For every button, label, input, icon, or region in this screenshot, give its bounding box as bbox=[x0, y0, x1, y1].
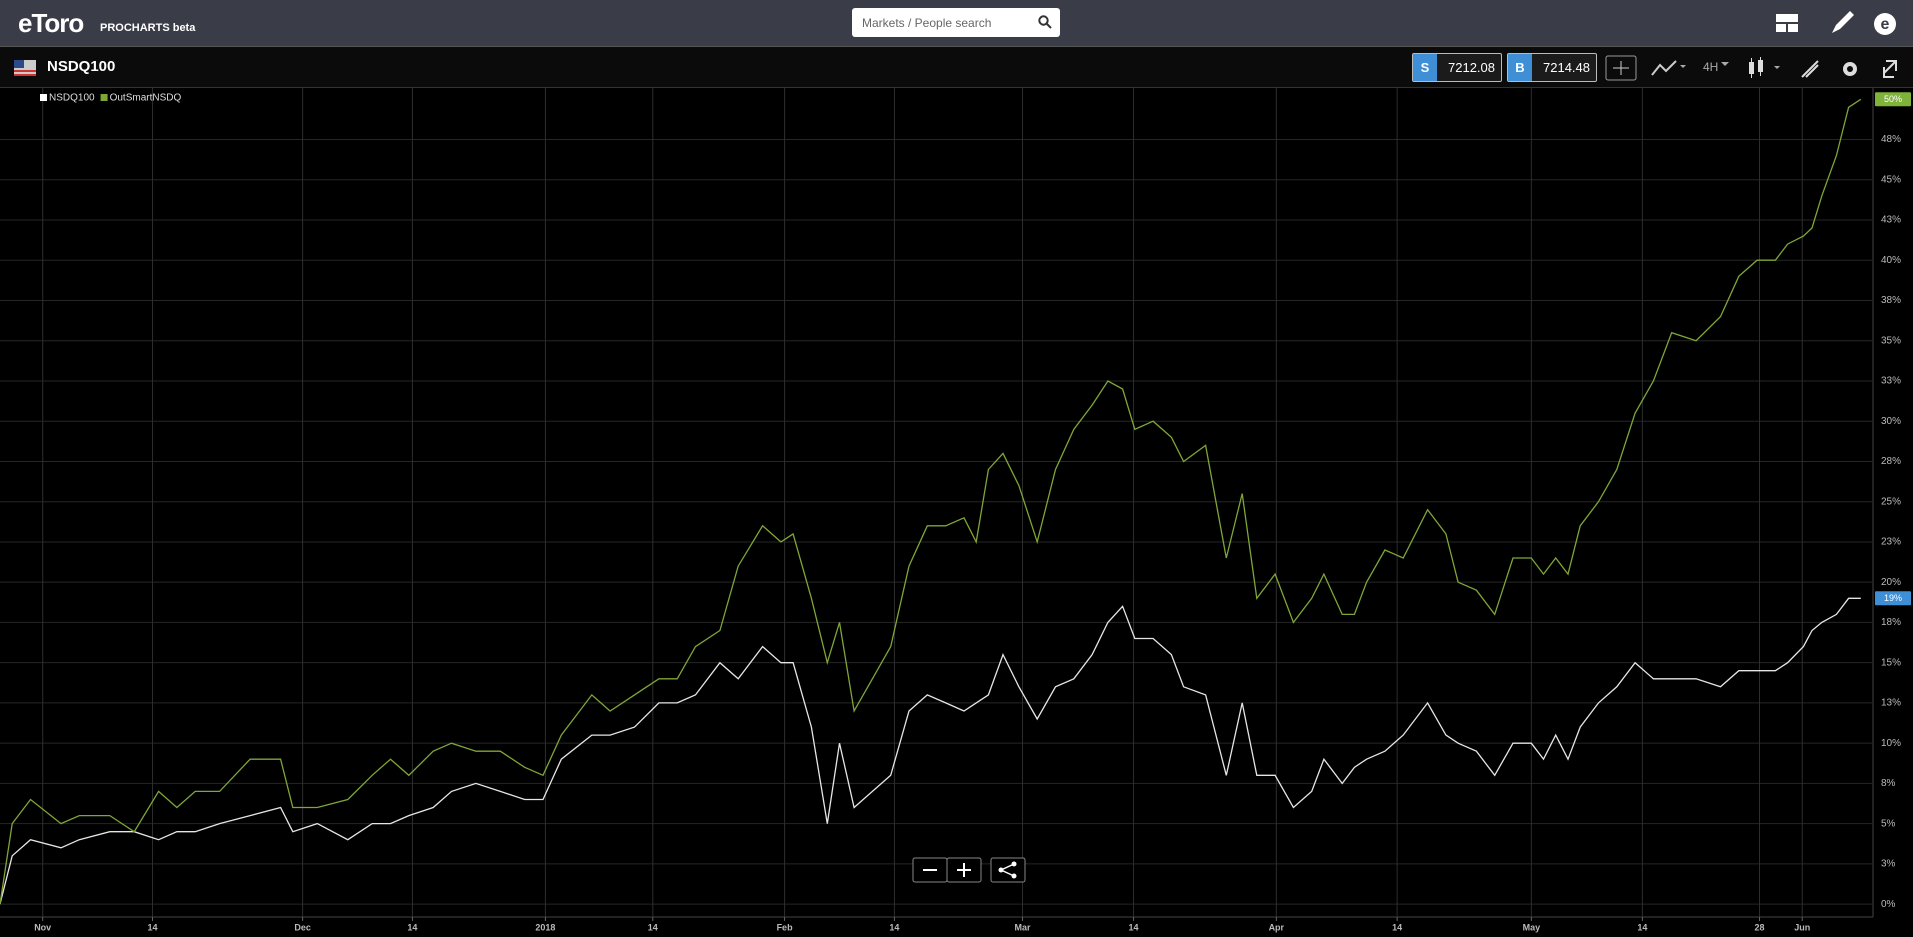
y-tick-label: 18% bbox=[1881, 617, 1901, 628]
x-tick-label: 28 bbox=[1755, 922, 1765, 932]
legend-label: NSDQ100 bbox=[49, 93, 95, 104]
y-tick-label: 20% bbox=[1881, 577, 1901, 588]
x-tick-label: May bbox=[1523, 922, 1541, 932]
y-tick-label: 40% bbox=[1881, 255, 1901, 266]
buy-price: 7214.48 bbox=[1543, 60, 1590, 75]
y-tick-label: 30% bbox=[1881, 416, 1901, 427]
top-icons[interactable]: e bbox=[1770, 11, 1900, 37]
x-tick-label: 14 bbox=[648, 922, 658, 932]
y-tick-label: 0% bbox=[1881, 899, 1896, 910]
legend-label: OutSmartNSDQ bbox=[110, 93, 182, 104]
last-value-badge bbox=[1875, 92, 1911, 107]
y-tick-label: 35% bbox=[1881, 335, 1901, 346]
y-tick-label: 8% bbox=[1881, 778, 1896, 789]
timeframe[interactable]: 4H bbox=[1703, 60, 1719, 74]
x-tick-label: 14 bbox=[1129, 922, 1139, 932]
product-name: PROCHARTS beta bbox=[100, 22, 196, 34]
logo[interactable]: eToro bbox=[18, 8, 84, 38]
share[interactable] bbox=[990, 857, 1026, 883]
zoom-controls[interactable] bbox=[912, 857, 1026, 883]
y-tick-label: 10% bbox=[1881, 738, 1901, 749]
buy-button[interactable]: B 7214.48 bbox=[1507, 53, 1597, 82]
x-tick-label: Nov bbox=[34, 922, 51, 932]
chart-background bbox=[0, 88, 1913, 937]
y-tick-label: 23% bbox=[1881, 537, 1901, 548]
sell-label: S bbox=[1413, 54, 1437, 81]
last-value-badge bbox=[1875, 591, 1911, 606]
tool-icons[interactable] bbox=[1800, 57, 1910, 81]
y-tick-label: 28% bbox=[1881, 456, 1901, 467]
legend-swatch bbox=[40, 94, 47, 101]
y-tick-label: 15% bbox=[1881, 657, 1901, 668]
sell-price: 7212.08 bbox=[1448, 60, 1495, 75]
search-icon bbox=[1038, 15, 1052, 29]
y-tick-label: 5% bbox=[1881, 818, 1896, 829]
x-tick-label: 14 bbox=[889, 922, 899, 932]
last-value-label: 50% bbox=[1884, 94, 1902, 104]
crosshair-button[interactable] bbox=[1605, 55, 1637, 81]
x-tick-label: 14 bbox=[1637, 922, 1647, 932]
chart: 0% 3% 5% 8% 10% 13% 15% 18% 20% 23% 25% 28% 30% 33% 35… bbox=[0, 88, 1913, 937]
x-tick-label: Dec bbox=[294, 922, 311, 932]
tool-bar: NSDQ100 S 7212.08 B 7214.48 4H bbox=[0, 47, 1913, 88]
chart-type-button[interactable] bbox=[1650, 57, 1690, 79]
y-tick-label: 25% bbox=[1881, 496, 1901, 507]
y-tick-label: 3% bbox=[1881, 859, 1896, 870]
x-tick-label: 14 bbox=[1392, 922, 1402, 932]
y-tick-label: 48% bbox=[1881, 134, 1901, 145]
timeframe-caret[interactable] bbox=[1720, 60, 1730, 68]
y-tick-label: 38% bbox=[1881, 295, 1901, 306]
search-placeholder: Markets / People search bbox=[862, 16, 992, 30]
sell-button[interactable]: S 7212.08 bbox=[1412, 53, 1502, 82]
x-tick-label: Jun bbox=[1794, 922, 1810, 932]
legend-swatch bbox=[100, 94, 108, 101]
x-tick-label: Apr bbox=[1269, 922, 1285, 932]
y-tick-label: 43% bbox=[1881, 215, 1901, 226]
last-value-label: 19% bbox=[1884, 593, 1902, 603]
y-tick-label: 33% bbox=[1881, 376, 1901, 387]
search-box[interactable]: Markets / People search bbox=[852, 8, 1060, 37]
x-tick-label: 14 bbox=[407, 922, 417, 932]
top-bar: eToro PROCHARTS beta Markets / People se… bbox=[0, 0, 1913, 47]
flag-icon bbox=[14, 60, 36, 76]
candle-button[interactable] bbox=[1746, 56, 1786, 80]
x-tick-label: 14 bbox=[148, 922, 158, 932]
series-line bbox=[0, 597, 1861, 905]
series-line bbox=[0, 98, 1862, 905]
x-tick-label: Feb bbox=[777, 922, 794, 932]
instrument-name[interactable]: NSDQ100 bbox=[47, 58, 116, 75]
y-tick-label: 13% bbox=[1881, 698, 1901, 709]
buy-label: B bbox=[1508, 54, 1532, 81]
x-tick-label: Mar bbox=[1015, 922, 1032, 932]
x-tick-label: 2018 bbox=[535, 922, 555, 932]
y-tick-label: 45% bbox=[1881, 174, 1901, 185]
svg-text:e: e bbox=[1881, 16, 1890, 33]
